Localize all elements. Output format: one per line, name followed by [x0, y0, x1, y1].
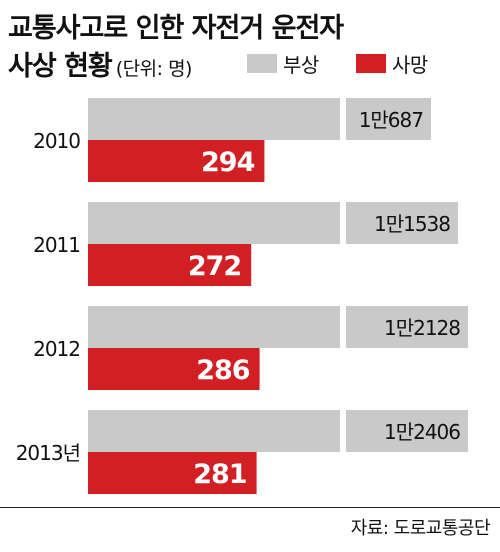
injury-value-box: [346, 98, 431, 140]
death-data-label: 272: [188, 251, 241, 282]
injury-data-label: 1만2406: [384, 420, 460, 444]
legend-item-injury: 부상: [247, 52, 319, 77]
death-data-label: 281: [193, 459, 246, 490]
legend-swatch-death: [356, 53, 386, 73]
death-bar: [88, 244, 252, 286]
injury-data-label: 1만2128: [384, 316, 460, 340]
category-label: 2011: [33, 233, 80, 257]
injury-value-box: [346, 202, 458, 244]
bar-chart: 1만687 294 2010 1만1538 272 2011 1만2128 286 2012 1만…: [16, 98, 468, 494]
unit-label: (단위: 명): [115, 58, 193, 80]
death-bar: [88, 140, 265, 182]
injury-bar: [88, 202, 340, 244]
legend-item-death: 사망: [356, 52, 428, 77]
injury-bar: [88, 306, 340, 348]
injury-bar: [88, 410, 340, 452]
divider: [0, 507, 500, 508]
death-data-label: 294: [201, 147, 255, 178]
chart-title-text: 사상 현황: [8, 51, 113, 82]
death-data-label: 286: [196, 355, 250, 386]
legend-swatch-injury: [247, 53, 277, 73]
legend-label-death: 사망: [392, 52, 428, 77]
legend-label-injury: 부상: [283, 52, 319, 77]
category-label: 2010: [33, 129, 80, 153]
category-label: 2012: [33, 337, 80, 361]
injury-value-box: [346, 410, 468, 452]
chart-title-line-2: 사상 현황 (단위: 명): [8, 44, 192, 83]
death-bar: [88, 452, 257, 494]
chart-title: 교통사고로 인한 자전거 운전자: [8, 13, 344, 44]
injury-bar: [88, 98, 340, 140]
injury-data-label: 1만687: [359, 108, 424, 132]
death-bar: [88, 348, 260, 390]
category-label: 2013년: [16, 441, 80, 465]
source-note: 자료: 도로교통공단: [350, 518, 491, 539]
injury-data-label: 1만1538: [374, 212, 450, 236]
injury-value-box: [346, 306, 468, 348]
